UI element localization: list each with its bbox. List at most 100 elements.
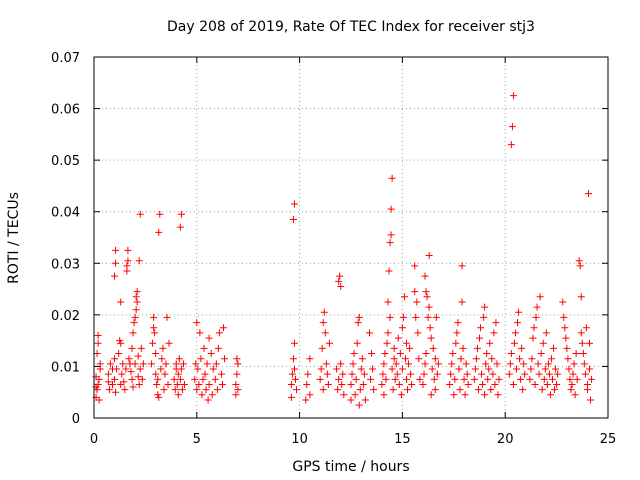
data-point (94, 380, 102, 388)
data-point (492, 319, 500, 327)
data-point (117, 298, 125, 306)
data-point (288, 370, 296, 378)
data-point (464, 380, 472, 388)
data-point (509, 92, 517, 100)
data-point (178, 386, 186, 394)
data-point (408, 380, 416, 388)
data-point (463, 370, 471, 378)
data-point (217, 370, 225, 378)
data-point (322, 360, 330, 368)
data-point (118, 370, 126, 378)
data-point (112, 388, 120, 396)
data-point (479, 380, 487, 388)
data-point (581, 370, 589, 378)
data-point (537, 350, 545, 358)
data-point (388, 365, 396, 373)
data-point (94, 331, 102, 339)
data-point (481, 303, 489, 311)
data-point (560, 313, 568, 321)
data-point (95, 396, 103, 404)
data-point (196, 329, 204, 337)
data-point (516, 355, 524, 363)
data-point (413, 298, 421, 306)
data-point (207, 350, 215, 358)
data-point (485, 365, 493, 373)
data-point (359, 380, 367, 388)
data-point (176, 375, 184, 383)
data-point (111, 272, 119, 280)
data-point (204, 396, 212, 404)
data-point (425, 303, 433, 311)
data-point (421, 360, 429, 368)
data-point (382, 375, 390, 383)
data-point (94, 339, 102, 347)
data-point (491, 380, 499, 388)
data-point (119, 360, 127, 368)
data-point (585, 339, 593, 347)
data-point (529, 334, 537, 342)
data-point (447, 370, 455, 378)
data-point (133, 288, 141, 296)
data-point (544, 360, 552, 368)
data-point (430, 375, 438, 383)
x-tick-label: 15 (394, 432, 411, 447)
data-point (398, 365, 406, 373)
data-point (542, 329, 550, 337)
data-point (175, 355, 183, 363)
data-point (317, 365, 325, 373)
data-point (462, 360, 470, 368)
data-point (577, 329, 585, 337)
data-point (233, 370, 241, 378)
data-point (203, 360, 211, 368)
data-point (287, 393, 295, 401)
data-point (291, 375, 299, 383)
data-point (174, 370, 182, 378)
data-point (403, 375, 411, 383)
data-point (519, 386, 527, 394)
data-point (384, 329, 392, 337)
data-point (149, 339, 157, 347)
data-point (559, 298, 567, 306)
data-point (201, 370, 209, 378)
data-point (120, 378, 128, 386)
data-point (173, 380, 181, 388)
data-point (200, 344, 208, 352)
data-point (553, 380, 561, 388)
data-point (484, 375, 492, 383)
data-point (220, 324, 228, 332)
data-point (543, 380, 551, 388)
data-point (96, 365, 104, 373)
data-point (192, 360, 200, 368)
data-point (455, 365, 463, 373)
data-point (573, 375, 581, 383)
data-point (367, 375, 375, 383)
data-point (233, 355, 241, 363)
data-point (213, 386, 221, 394)
data-point (551, 386, 559, 394)
data-point (132, 306, 140, 314)
data-point (162, 360, 170, 368)
data-point (527, 365, 535, 373)
gridlines (94, 57, 608, 418)
data-point (369, 365, 377, 373)
data-point (289, 215, 297, 223)
data-point (449, 350, 457, 358)
data-point (232, 380, 240, 388)
data-point (384, 298, 392, 306)
data-point (389, 386, 397, 394)
data-point (351, 391, 359, 399)
data-point (136, 365, 144, 373)
x-tick-label: 0 (90, 432, 98, 447)
data-point (105, 386, 113, 394)
data-point (124, 257, 132, 265)
data-point (540, 375, 548, 383)
data-point (202, 386, 210, 394)
data-point (158, 355, 166, 363)
data-point (205, 334, 213, 342)
data-point (137, 344, 145, 352)
data-point (304, 370, 312, 378)
data-point (482, 360, 490, 368)
data-point (368, 350, 376, 358)
data-point (156, 210, 164, 218)
data-point (434, 360, 442, 368)
